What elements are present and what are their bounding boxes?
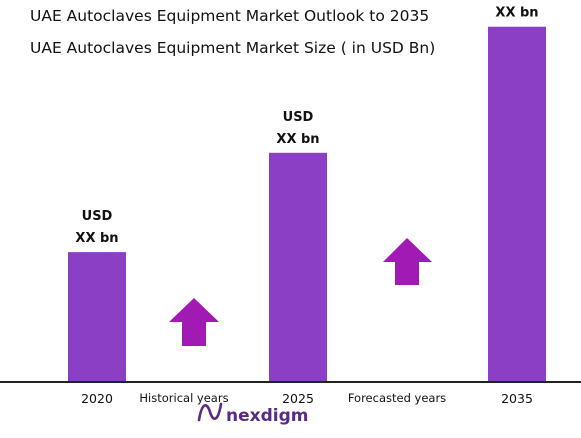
bar-2025 bbox=[269, 152, 327, 382]
x-tick-2035: 2035 bbox=[501, 391, 533, 406]
growth-arrow-historical bbox=[169, 298, 219, 346]
chart-subtitle: UAE Autoclaves Equipment Market Size ( i… bbox=[30, 39, 435, 57]
bars bbox=[68, 26, 546, 383]
nexdigm-logo-text: nexdigm bbox=[226, 406, 308, 426]
chart-title: UAE Autoclaves Equipment Market Outlook … bbox=[30, 7, 429, 25]
value-label-amount-2025: XX bn bbox=[276, 132, 319, 147]
value-label-amount-2035: XX bn bbox=[495, 6, 538, 21]
forecasted-years-label: Forecasted years bbox=[348, 391, 446, 405]
nexdigm-logo-icon bbox=[197, 402, 223, 422]
value-label-amount-2020: XX bn bbox=[75, 231, 118, 246]
nexdigm-logo: nexdigm bbox=[197, 402, 308, 426]
bar-2035 bbox=[488, 26, 546, 383]
x-tick-labels: 2020 2025 2035 bbox=[81, 391, 533, 406]
x-tick-2025: 2025 bbox=[282, 391, 314, 406]
bar-2020 bbox=[68, 252, 126, 382]
historical-years-label: Historical years bbox=[139, 391, 228, 405]
x-tick-2020: 2020 bbox=[81, 391, 113, 406]
value-label-currency-2025: USD bbox=[283, 110, 314, 125]
growth-arrow-forecasted bbox=[383, 238, 432, 285]
value-label-currency-2020: USD bbox=[82, 209, 113, 224]
